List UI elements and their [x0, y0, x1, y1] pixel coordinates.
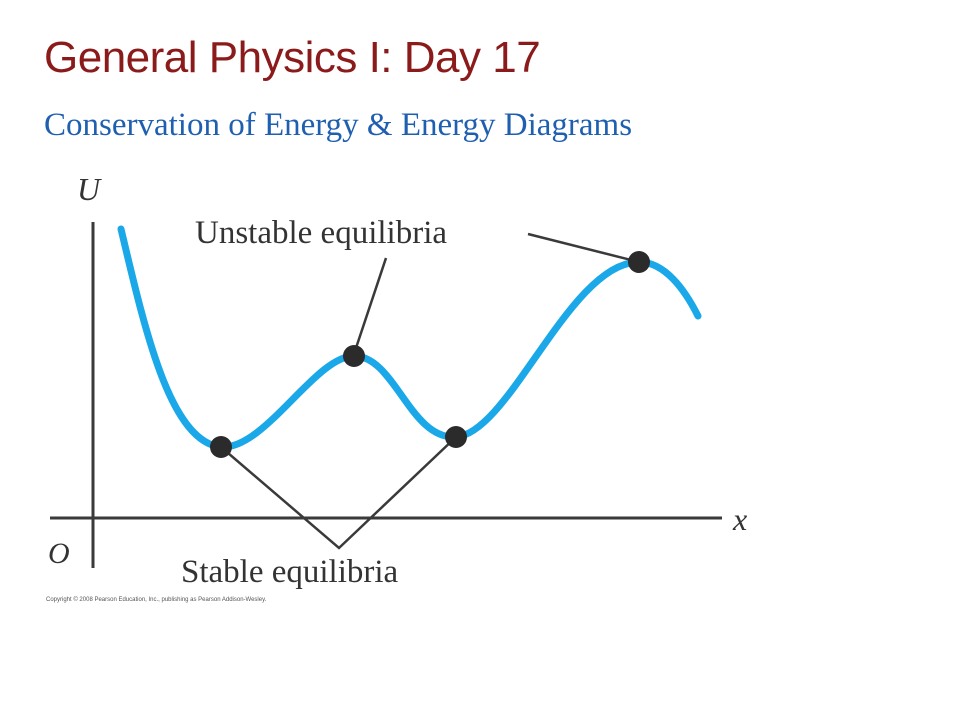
slide-subtitle: Conservation of Energy & Energy Diagrams: [44, 107, 633, 143]
unstable-pointer-lines: [527, 232, 640, 264]
stable-equilibrium-point: [445, 426, 467, 448]
unstable-equilibrium-point: [628, 251, 650, 273]
stable-equilibrium-point: [210, 436, 232, 458]
origin-label: O: [48, 537, 70, 570]
stable-equilibria-label: Stable equilibria: [181, 554, 399, 590]
stable-pointer-lines: [220, 436, 457, 550]
y-axis-label: U: [77, 171, 102, 207]
unstable-pointer-line: [354, 257, 388, 349]
copyright-notice: Copyright © 2008 Pearson Education, Inc.…: [46, 597, 267, 603]
slide-title: General Physics I: Day 17: [44, 33, 541, 82]
potential-energy-curve: [117, 225, 702, 451]
x-axis-label: x: [732, 501, 747, 537]
unstable-equilibria-label: Unstable equilibria: [195, 215, 447, 251]
unstable-equilibrium-point: [343, 345, 365, 367]
